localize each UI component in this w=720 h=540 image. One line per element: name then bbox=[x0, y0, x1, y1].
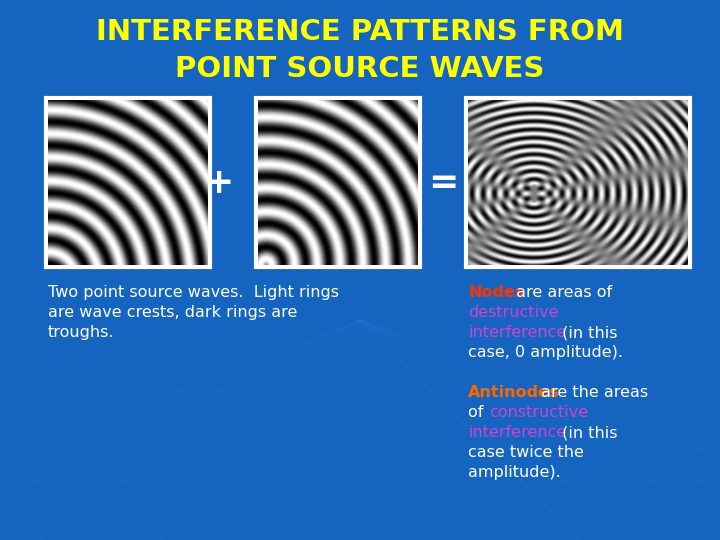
Text: Antinodes: Antinodes bbox=[468, 385, 559, 400]
Text: constructive: constructive bbox=[489, 405, 588, 420]
Text: amplitude).: amplitude). bbox=[468, 465, 561, 480]
Text: interference: interference bbox=[468, 425, 566, 440]
Text: Nodes: Nodes bbox=[468, 285, 524, 300]
Text: (in this: (in this bbox=[557, 425, 618, 440]
Text: +: + bbox=[203, 166, 233, 200]
Text: case, 0 amplitude).: case, 0 amplitude). bbox=[468, 345, 623, 360]
Text: case twice the: case twice the bbox=[468, 445, 584, 460]
Text: are the areas: are the areas bbox=[536, 385, 648, 400]
Text: POINT SOURCE WAVES: POINT SOURCE WAVES bbox=[175, 55, 545, 83]
Text: interference: interference bbox=[468, 325, 566, 340]
Bar bbox=[256, 98, 420, 267]
Bar bbox=[46, 98, 210, 267]
Text: of: of bbox=[468, 405, 488, 420]
Bar bbox=[466, 98, 690, 267]
Text: destructive: destructive bbox=[468, 305, 559, 320]
Text: are areas of: are areas of bbox=[511, 285, 612, 300]
Text: troughs.: troughs. bbox=[48, 325, 114, 340]
Text: are wave crests, dark rings are: are wave crests, dark rings are bbox=[48, 305, 297, 320]
Text: Two point source waves.  Light rings: Two point source waves. Light rings bbox=[48, 285, 339, 300]
Text: =: = bbox=[428, 166, 458, 200]
Text: INTERFERENCE PATTERNS FROM: INTERFERENCE PATTERNS FROM bbox=[96, 18, 624, 46]
Text: (in this: (in this bbox=[557, 325, 618, 340]
